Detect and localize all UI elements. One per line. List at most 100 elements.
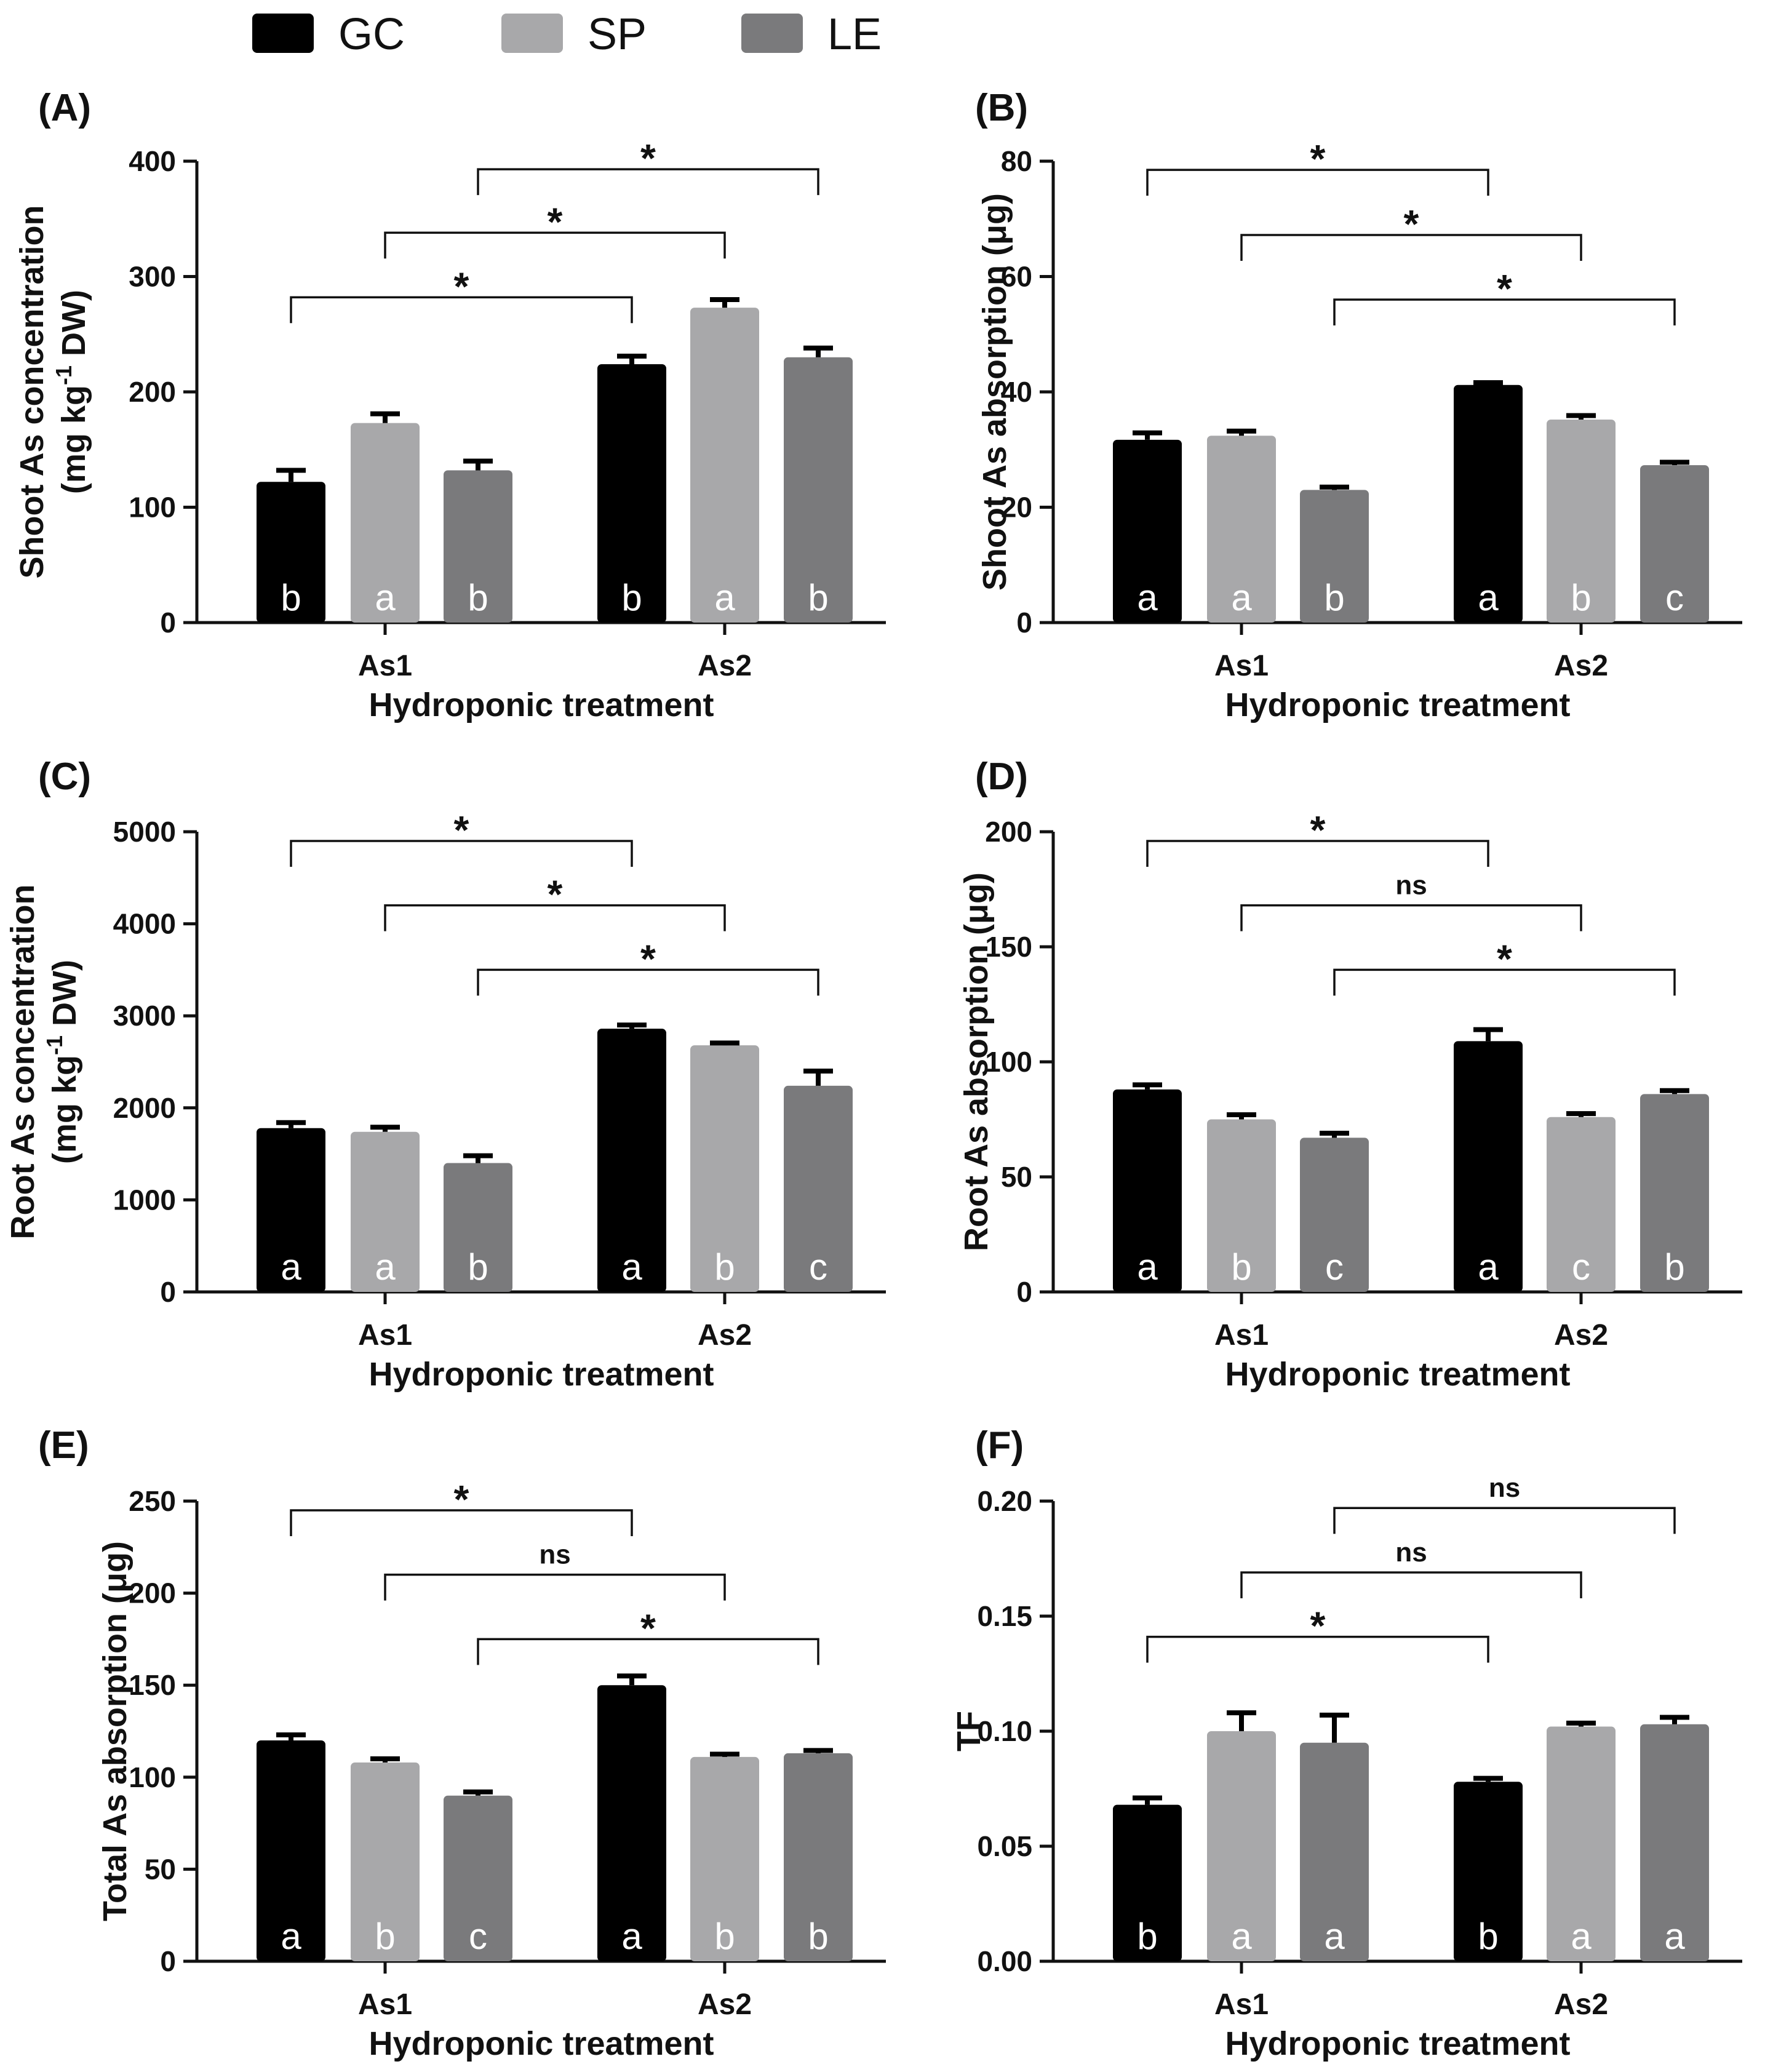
- y-tick-label-c: 4000: [113, 908, 176, 940]
- comparison-bracket-e: [384, 1573, 726, 1601]
- panels: (A) 0 100 200 300 400 b b a a b b As1 As2 Hydroponic t…: [4, 87, 1742, 2062]
- group-letter-f: a: [1571, 1916, 1592, 1957]
- comparison-label-d: *: [1497, 936, 1512, 981]
- comparison-label-b: *: [1404, 202, 1419, 246]
- bar-c-le-as2: [784, 1085, 853, 1292]
- x-axis-title-d: Hydroponic treatment: [1225, 1356, 1570, 1393]
- y-axis-title-e: Total As absorption (μg): [97, 1541, 133, 1921]
- y-tick-label-d: 50: [1001, 1161, 1032, 1193]
- y-tick-label-d: 150: [985, 931, 1032, 963]
- panel-letter-a: (A): [38, 87, 91, 129]
- group-letter-e: b: [808, 1916, 828, 1957]
- bar-e-le-as1: [444, 1795, 512, 1961]
- y-axis-title-a: (mg kg-1 DW): [51, 290, 92, 494]
- y-tick-label-a: 100: [129, 492, 176, 524]
- group-letter-e: a: [281, 1916, 301, 1957]
- x-tick-label-b-as2: As2: [1554, 650, 1608, 682]
- comparison-bracket-f: [1240, 1571, 1582, 1598]
- y-tick-label-e: 0: [160, 1945, 176, 1977]
- panel-f: (F) 0.00 0.05 0.10 0.15 0.20 b b a a a a As1 As2 Hydro…: [950, 1424, 1742, 2062]
- y-tick-label-a: 0: [160, 607, 176, 639]
- group-letter-e: b: [375, 1916, 395, 1957]
- y-tick-label-e: 100: [129, 1761, 176, 1793]
- legend-swatch-sp: [501, 14, 563, 53]
- bar-e-sp-as1: [351, 1762, 420, 1961]
- group-letter-a: b: [468, 577, 488, 618]
- x-tick-label-e-as2: As2: [698, 1988, 752, 2021]
- bar-d-le-as1: [1300, 1138, 1369, 1292]
- group-letter-d: a: [1137, 1246, 1158, 1288]
- comparison-label-a: *: [640, 136, 656, 180]
- bar-d-gc-as2: [1454, 1041, 1523, 1292]
- group-letter-b: a: [1231, 577, 1252, 618]
- bar-f-sp-as1: [1207, 1731, 1276, 1961]
- group-letter-d: b: [1664, 1246, 1684, 1288]
- comparison-label-e: *: [454, 1477, 469, 1521]
- comparison-bracket-a: [290, 296, 633, 324]
- y-tick-label-c: 0: [160, 1276, 176, 1308]
- bar-c-gc-as1: [257, 1128, 325, 1292]
- legend-label-le: LE: [827, 10, 882, 59]
- panel-d: (D) 0 50 100 150 200 a a b c c b As1 As2 Hydroponic tr…: [958, 755, 1742, 1393]
- bar-c-le-as1: [444, 1163, 512, 1292]
- bar-a-sp-as1: [351, 423, 420, 623]
- x-axis-title-b: Hydroponic treatment: [1225, 687, 1570, 723]
- x-axis-title-c: Hydroponic treatment: [369, 1356, 714, 1393]
- group-letter-e: b: [714, 1916, 735, 1957]
- bar-b-gc-as1: [1113, 439, 1182, 623]
- comparison-label-d: ns: [1395, 871, 1427, 901]
- group-letter-f: a: [1324, 1916, 1345, 1957]
- group-letter-c: c: [809, 1246, 827, 1288]
- bar-b-sp-as2: [1547, 420, 1616, 623]
- panel-b: (B) 0 20 40 60 80 a a a b b c As1 As2 Hydroponic treat…: [975, 87, 1742, 723]
- y-tick-label-f: 0.05: [977, 1830, 1032, 1862]
- bar-b-gc-as2: [1454, 385, 1523, 623]
- comparison-bracket-d: [1146, 840, 1489, 867]
- x-tick-label-e-as1: As1: [358, 1988, 412, 2021]
- bar-d-gc-as1: [1113, 1089, 1182, 1292]
- y-tick-label-a: 400: [129, 145, 176, 177]
- y-tick-label-c: 1000: [113, 1184, 176, 1216]
- bar-c-sp-as2: [690, 1045, 759, 1292]
- comparison-bracket-f: [1146, 1635, 1489, 1663]
- comparison-label-d: *: [1310, 808, 1326, 852]
- comparison-bracket-e: [290, 1509, 633, 1536]
- bar-f-gc-as1: [1113, 1804, 1182, 1961]
- x-tick-label-d-as1: As1: [1214, 1319, 1269, 1352]
- group-letter-c: b: [468, 1246, 488, 1288]
- bar-a-sp-as2: [690, 308, 759, 623]
- group-letter-a: a: [375, 577, 396, 618]
- comparison-label-e: ns: [539, 1540, 570, 1570]
- group-letter-a: a: [714, 577, 735, 618]
- y-tick-label-e: 50: [145, 1853, 176, 1885]
- y-tick-label-f: 0.15: [977, 1600, 1032, 1632]
- y-axis-title-f: TF: [950, 1711, 987, 1751]
- group-letter-a: b: [621, 577, 642, 618]
- comparison-bracket-c: [477, 968, 819, 996]
- y-tick-label-a: 200: [129, 376, 176, 408]
- legend: GC SP LE: [252, 10, 882, 59]
- group-letter-c: a: [281, 1246, 301, 1288]
- group-letter-a: b: [808, 577, 828, 618]
- comparison-bracket-d: [1240, 904, 1582, 931]
- x-tick-label-f-as2: As2: [1554, 1988, 1608, 2021]
- bar-c-gc-as2: [597, 1029, 666, 1292]
- comparison-label-f: *: [1310, 1604, 1326, 1648]
- legend-swatch-gc: [252, 14, 314, 53]
- comparison-label-a: *: [548, 199, 563, 244]
- y-tick-label-e: 250: [129, 1485, 176, 1517]
- y-tick-label-d: 0: [1016, 1276, 1032, 1308]
- comparison-label-c: *: [454, 808, 469, 852]
- group-letter-b: a: [1137, 577, 1158, 618]
- bar-d-sp-as2: [1547, 1117, 1616, 1292]
- y-tick-label-b: 60: [1001, 261, 1032, 293]
- comparison-bracket-a: [384, 231, 726, 259]
- comparison-label-f: ns: [1395, 1537, 1427, 1568]
- bar-a-le-as2: [784, 357, 853, 623]
- x-tick-label-a-as2: As2: [698, 650, 752, 682]
- bar-c-sp-as1: [351, 1131, 420, 1292]
- bar-f-le-as2: [1640, 1724, 1709, 1961]
- legend-swatch-le: [741, 14, 803, 53]
- y-tick-label-a: 300: [129, 261, 176, 293]
- y-tick-label-c: 2000: [113, 1092, 176, 1124]
